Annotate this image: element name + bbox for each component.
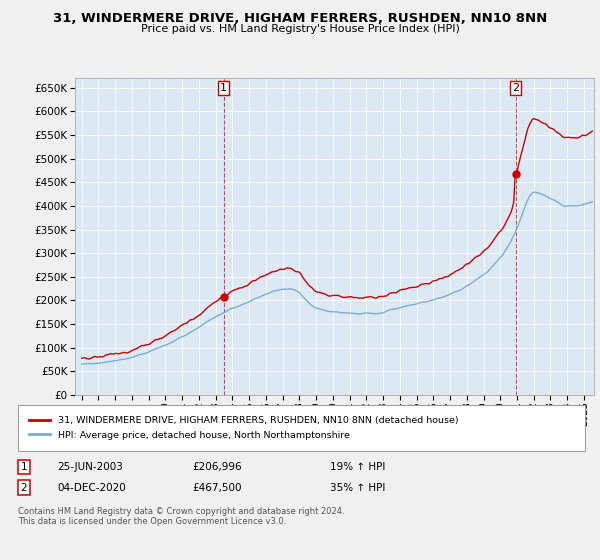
Text: 19% ↑ HPI: 19% ↑ HPI — [330, 462, 385, 472]
Text: £467,500: £467,500 — [192, 483, 241, 493]
Text: 25-JUN-2003: 25-JUN-2003 — [57, 462, 123, 472]
Text: Price paid vs. HM Land Registry's House Price Index (HPI): Price paid vs. HM Land Registry's House … — [140, 24, 460, 34]
Text: 04-DEC-2020: 04-DEC-2020 — [57, 483, 126, 493]
Text: 2: 2 — [512, 83, 519, 93]
Text: Contains HM Land Registry data © Crown copyright and database right 2024.
This d: Contains HM Land Registry data © Crown c… — [18, 507, 344, 526]
Text: 2: 2 — [20, 483, 28, 493]
Legend: 31, WINDERMERE DRIVE, HIGHAM FERRERS, RUSHDEN, NN10 8NN (detached house), HPI: A: 31, WINDERMERE DRIVE, HIGHAM FERRERS, RU… — [26, 412, 462, 444]
Text: 1: 1 — [220, 83, 227, 93]
Text: 1: 1 — [20, 462, 28, 472]
Text: 35% ↑ HPI: 35% ↑ HPI — [330, 483, 385, 493]
Text: £206,996: £206,996 — [192, 462, 242, 472]
Text: 31, WINDERMERE DRIVE, HIGHAM FERRERS, RUSHDEN, NN10 8NN: 31, WINDERMERE DRIVE, HIGHAM FERRERS, RU… — [53, 12, 547, 25]
